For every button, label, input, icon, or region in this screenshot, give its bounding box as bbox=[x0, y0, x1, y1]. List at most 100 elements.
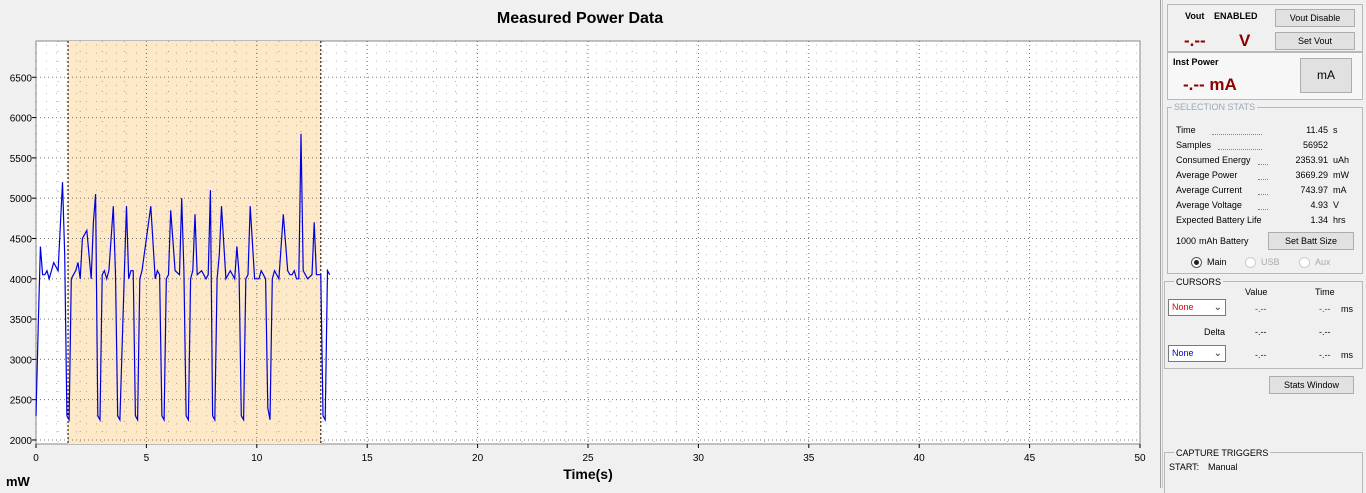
stat-value: 4.93 bbox=[1310, 200, 1328, 210]
stat-name: Average Current bbox=[1176, 185, 1242, 195]
delta-value: -.-- bbox=[1255, 327, 1267, 337]
stat-leader bbox=[1212, 134, 1262, 135]
stat-name: Expected Battery Life bbox=[1176, 215, 1262, 225]
capture-triggers-group: CAPTURE TRIGGERS START: Manual bbox=[1164, 448, 1363, 493]
cursor-value-header: Value bbox=[1245, 287, 1268, 297]
vout-state: ENABLED bbox=[1214, 11, 1258, 21]
set-vout-button[interactable]: Set Vout bbox=[1275, 32, 1355, 50]
stat-name: Average Power bbox=[1176, 170, 1238, 180]
cursor2-select[interactable]: None ⌄ bbox=[1168, 345, 1226, 362]
radio-main-label: Main bbox=[1207, 257, 1227, 267]
stats-window-button[interactable]: Stats Window bbox=[1269, 376, 1354, 394]
inst-power-label: Inst Power bbox=[1173, 57, 1219, 67]
radio-main[interactable] bbox=[1191, 257, 1202, 268]
x-tick-label: 45 bbox=[1024, 453, 1036, 464]
x-tick-label: 10 bbox=[251, 453, 263, 464]
stat-value: 11.45 bbox=[1306, 125, 1328, 135]
x-axis-label: Time(s) bbox=[563, 466, 613, 482]
stat-leader bbox=[1258, 179, 1268, 180]
stat-unit: uAh bbox=[1333, 155, 1350, 165]
stat-value: 3669.29 bbox=[1295, 170, 1328, 180]
stat-leader bbox=[1258, 209, 1268, 210]
x-tick-label: 50 bbox=[1134, 453, 1146, 464]
chart-title: Measured Power Data bbox=[496, 10, 664, 27]
stat-unit: mW bbox=[1333, 170, 1349, 180]
y-tick-label: 3000 bbox=[10, 355, 33, 366]
vout-box: Vout ENABLED -.-- V Vout Disable Set Vou… bbox=[1167, 4, 1363, 52]
radio-aux[interactable] bbox=[1299, 257, 1310, 268]
cursor2-select-value: None bbox=[1172, 348, 1194, 358]
stat-value: 1.34 bbox=[1310, 215, 1328, 225]
stat-name: Samples bbox=[1176, 140, 1212, 150]
stat-value: 743.97 bbox=[1300, 185, 1328, 195]
y-tick-label: 6000 bbox=[10, 114, 33, 125]
stat-unit: s bbox=[1333, 125, 1338, 135]
set-batt-size-button[interactable]: Set Batt Size bbox=[1268, 232, 1354, 250]
x-tick-label: 30 bbox=[693, 453, 705, 464]
stat-value: 2353.91 bbox=[1295, 155, 1328, 165]
power-chart-panel: 2000 2500 3000 3500 4000 4500 5000 5500 6000 6500… bbox=[0, 0, 1161, 488]
vout-disable-button[interactable]: Vout Disable bbox=[1275, 9, 1355, 27]
cursor1-unit: ms bbox=[1341, 304, 1353, 314]
capture-triggers-label: CAPTURE TRIGGERS bbox=[1174, 448, 1271, 458]
trigger-start-value: Manual bbox=[1208, 462, 1238, 472]
battery-size-label: mAh Battery bbox=[1199, 236, 1249, 246]
y-axis-label: mW bbox=[6, 474, 31, 488]
vout-unit: V bbox=[1239, 31, 1251, 50]
y-tick-label: 2500 bbox=[10, 396, 33, 407]
vout-value: -.-- bbox=[1184, 31, 1206, 50]
x-tick-label: 0 bbox=[33, 453, 39, 464]
vout-label: Vout bbox=[1185, 11, 1205, 21]
control-side-panel: Vout ENABLED -.-- V Vout Disable Set Vou… bbox=[1162, 0, 1366, 493]
chevron-down-icon: ⌄ bbox=[1213, 302, 1222, 313]
selection-stats-group: SELECTION STATS Time 11.45 s Samples 569… bbox=[1167, 102, 1363, 274]
stat-name: Time bbox=[1176, 125, 1196, 135]
y-tick-label: 5000 bbox=[10, 194, 33, 205]
power-chart[interactable]: 2000250030003500400045005000550060006500… bbox=[0, 0, 1160, 488]
stat-leader bbox=[1258, 194, 1268, 195]
stat-name: Consumed Energy bbox=[1176, 155, 1251, 165]
cursor-time-header: Time bbox=[1315, 287, 1335, 297]
y-tick-label: 3500 bbox=[10, 315, 33, 326]
y-tick-label: 5500 bbox=[10, 154, 33, 165]
cursor1-select-value: None bbox=[1172, 302, 1194, 312]
y-tick-label: 2000 bbox=[10, 436, 33, 447]
stat-leader bbox=[1218, 149, 1262, 150]
stat-unit: hrs bbox=[1333, 215, 1346, 225]
cursor2-value: -.-- bbox=[1255, 350, 1267, 360]
battery-size-value: 1000 bbox=[1176, 236, 1197, 246]
power-trace-line bbox=[35, 133, 331, 423]
radio-usb[interactable] bbox=[1245, 257, 1256, 268]
radio-usb-label: USB bbox=[1261, 257, 1280, 267]
stat-unit: mA bbox=[1333, 185, 1347, 195]
x-tick-label: 15 bbox=[362, 453, 374, 464]
cursors-group: CURSORS Value Time None ⌄ -.-- -.-- ms D… bbox=[1164, 277, 1363, 369]
selection-stats-label: SELECTION STATS bbox=[1172, 102, 1258, 112]
x-tick-label: 35 bbox=[803, 453, 815, 464]
cursor1-select[interactable]: None ⌄ bbox=[1168, 299, 1226, 316]
cursor2-time: -.-- bbox=[1319, 350, 1331, 360]
stat-leader bbox=[1258, 164, 1268, 165]
y-tick-label: 6500 bbox=[10, 73, 33, 84]
cursor1-time: -.-- bbox=[1319, 304, 1331, 314]
x-tick-label: 5 bbox=[144, 453, 150, 464]
stat-unit: V bbox=[1333, 200, 1340, 210]
stat-value: 56952 bbox=[1302, 140, 1328, 150]
x-tick-label: 20 bbox=[472, 453, 484, 464]
radio-aux-label: Aux bbox=[1315, 257, 1331, 267]
cursors-label: CURSORS bbox=[1174, 277, 1224, 287]
delta-label: Delta bbox=[1204, 327, 1226, 337]
cursor2-unit: ms bbox=[1341, 350, 1353, 360]
x-tick-label: 40 bbox=[914, 453, 926, 464]
y-tick-label: 4500 bbox=[10, 234, 33, 245]
stat-name: Average Voltage bbox=[1176, 200, 1242, 210]
delta-time: -.-- bbox=[1319, 327, 1331, 337]
trigger-start-label: START: bbox=[1169, 462, 1200, 472]
inst-power-box: Inst Power -.-- mA mA bbox=[1167, 52, 1363, 100]
chevron-down-icon: ⌄ bbox=[1213, 348, 1222, 359]
x-tick-label: 25 bbox=[582, 453, 594, 464]
y-tick-label: 4000 bbox=[10, 275, 33, 286]
unit-toggle-button[interactable]: mA bbox=[1300, 58, 1352, 93]
inst-power-value: -.-- mA bbox=[1183, 75, 1237, 94]
cursor1-value: -.-- bbox=[1255, 304, 1267, 314]
